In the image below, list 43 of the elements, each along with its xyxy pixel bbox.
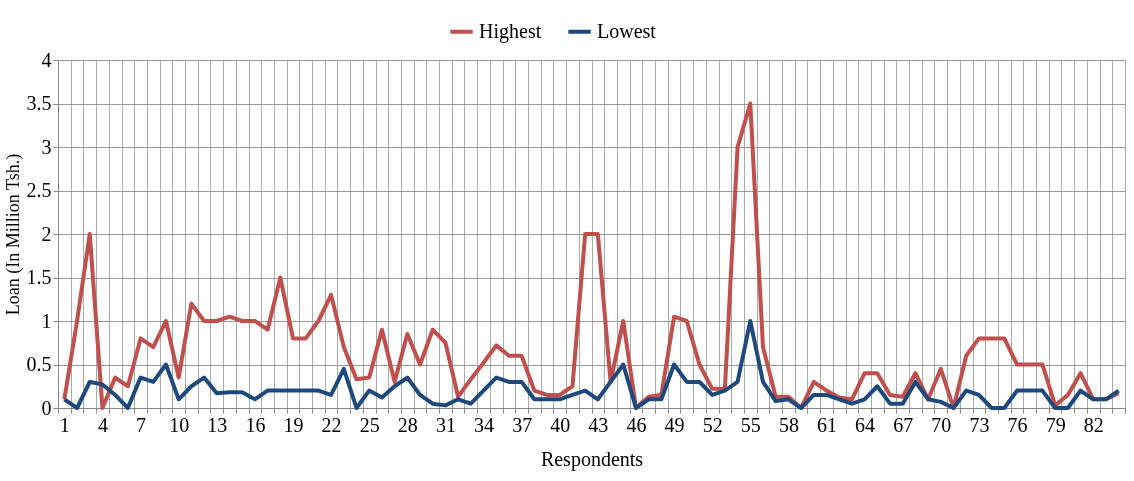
x-tick-label: 73 [969,413,990,436]
legend-label: Highest [479,19,542,43]
x-tick-label: 31 [435,413,456,436]
x-tick-label: 25 [359,413,380,436]
x-tick-label: 64 [855,413,876,436]
x-tick-label: 22 [321,413,342,436]
x-tick-label: 37 [512,413,533,436]
y-tick-label: 0 [41,396,52,419]
x-tick-label: 58 [778,413,799,436]
x-tick-label: 7 [136,413,147,436]
x-tick-label: 49 [664,413,685,436]
x-tick-label: 28 [397,413,418,436]
line-series [62,101,1121,410]
x-axis-title: Respondents [540,447,644,471]
y-tick-label: 3 [41,135,52,158]
y-tick-label: 2 [41,222,52,245]
y-tick-label: 0.5 [26,353,52,375]
y-tick-label: 1 [41,309,52,332]
x-tick-label: 52 [702,413,723,436]
line-series [62,319,1121,410]
y-tick-label: 2.5 [26,179,52,201]
x-tick-label: 61 [816,413,837,436]
x-tick-label: 16 [245,413,266,436]
y-tick-label: 4 [41,48,52,71]
x-tick-label: 79 [1045,413,1066,436]
x-tick-label: 19 [283,413,304,436]
y-tick-label: 1.5 [26,266,52,288]
x-tick-label: 1 [59,413,70,436]
x-tick-label: 70 [931,413,952,436]
x-tick-label: 46 [626,413,647,436]
x-tick-label: 43 [588,413,609,436]
x-tick-label: 10 [169,413,190,436]
x-tick-label: 67 [893,413,914,436]
x-tick-label: 4 [97,413,108,436]
x-tick-label: 82 [1083,413,1104,436]
y-axis-title: Loan (In Million Tsh.) [2,153,24,316]
x-tick-label: 34 [474,413,495,436]
x-tick-label: 55 [740,413,761,436]
x-tick-label: 13 [207,413,228,436]
x-tick-label: 76 [1007,413,1028,436]
legend-label: Lowest [597,19,657,42]
y-tick-label: 3.5 [26,92,52,114]
x-tick-label: 40 [550,413,571,436]
